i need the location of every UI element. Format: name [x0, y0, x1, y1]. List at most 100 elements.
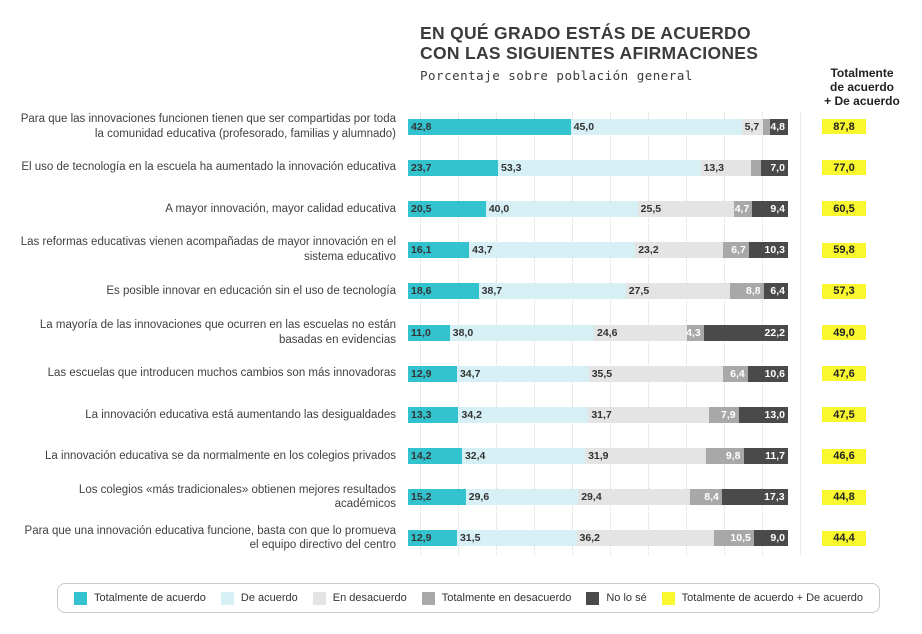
- total-badge: 49,0: [822, 325, 866, 341]
- bar-segment-4: 6,4: [723, 365, 748, 382]
- chart-row: Para que una innovación educativa funcio…: [0, 518, 922, 559]
- segment-value-label: 34,2: [461, 408, 482, 421]
- segment-value-label: 23,7: [411, 161, 432, 174]
- segment-value-label: 8,8: [746, 285, 761, 298]
- bar-segment-3: 31,7: [588, 406, 709, 423]
- segment-value-label: 53,3: [501, 161, 522, 174]
- bar-segment-1: 23,7: [408, 159, 499, 176]
- row-label: Los colegios «más tradicionales» obtiene…: [78, 483, 396, 511]
- segment-value-label: 35,5: [591, 367, 613, 380]
- legend-swatch-icon: [661, 591, 675, 605]
- legend-label: De acuerdo: [240, 592, 298, 604]
- chart-row: Es posible innovar en educación sin el u…: [0, 271, 922, 312]
- segment-value-label: 45,0: [573, 120, 595, 133]
- segment-value-label: 9,8: [725, 450, 741, 463]
- bar-segment-4: [763, 118, 770, 135]
- stacked-bar: 42,8 45,0 5,7 4,8: [408, 118, 788, 135]
- bar-segment-5: 4,8: [769, 118, 788, 135]
- bar-segment-5: 9,4: [752, 200, 788, 217]
- legend-swatch-icon: [421, 591, 435, 605]
- chart-subtitle: Porcentaje sobre población general: [420, 68, 693, 84]
- total-badge: 57,3: [822, 283, 866, 299]
- bar-segment-2: 31,5: [456, 530, 577, 547]
- legend-label: Totalmente de acuerdo: [94, 592, 206, 604]
- segment-value-label: 34,7: [459, 367, 481, 380]
- bar-segment-5: 9,0: [753, 530, 788, 547]
- segment-value-label: 17,3: [764, 491, 785, 504]
- segment-value-label: 4,8: [770, 120, 785, 133]
- total-badge: 47,6: [822, 366, 866, 382]
- bar-segment-5: 22,2: [703, 324, 788, 341]
- row-label: Es posible innovar en educación sin el u…: [106, 284, 396, 297]
- chart-row: A mayor innovación, mayor calidad educat…: [0, 188, 922, 229]
- chart-row: El uso de tecnología en la escuela ha au…: [0, 147, 922, 188]
- legend-label: Totalmente en desacuerdo: [441, 592, 572, 604]
- bar-segment-2: 29,6: [465, 489, 579, 506]
- title-line-1: EN QUÉ GRADO ESTÁS DE ACUERDO: [420, 23, 751, 43]
- bar-segment-1: 20,5: [408, 200, 486, 217]
- segment-value-label: 5,7: [744, 120, 760, 133]
- bar-segment-4: 8,4: [689, 489, 722, 506]
- stacked-bar: 20,5 40,0 25,5 4,7 9,4: [408, 200, 788, 217]
- bar-segment-4: 8,8: [730, 283, 764, 300]
- bar-segment-4: 7,9: [708, 406, 739, 423]
- segment-value-label: 14,2: [411, 450, 432, 463]
- chart-row: La mayoría de las innovaciones que ocurr…: [0, 312, 922, 353]
- segment-value-label: 40,0: [488, 202, 510, 215]
- chart-legend: Totalmente de acuerdo De acuerdo En desacu…: [57, 583, 880, 613]
- bar-segment-2: 40,0: [485, 200, 638, 217]
- bar-segment-2: 34,2: [458, 406, 589, 423]
- legend-label: No lo sé: [606, 592, 647, 604]
- segment-value-label: 24,6: [597, 326, 618, 339]
- chart-row: Las escuelas que introducen muchos cambi…: [0, 353, 922, 394]
- bar-segment-3: 36,2: [576, 530, 714, 547]
- legend-item: Totalmente de acuerdo: [74, 591, 206, 605]
- segment-value-label: 31,7: [591, 408, 612, 421]
- stacked-bar: 18,6 38,7 27,5 8,8 6,4: [408, 283, 788, 300]
- bar-segment-5: 6,4: [763, 283, 788, 300]
- segment-value-label: 18,6: [411, 285, 432, 298]
- stacked-bar: 13,3 34,2 31,7 7,9 13,0: [408, 406, 788, 423]
- stacked-bar-chart: Para que las innovaciones funcionen tien…: [0, 106, 922, 561]
- stacked-bar: 12,9 31,5 36,2 10,5 9,0: [408, 530, 788, 547]
- segment-value-label: 36,2: [579, 532, 600, 545]
- bar-segment-2: 43,7: [469, 242, 636, 259]
- row-label: Para que las innovaciones funcionen tien…: [20, 112, 396, 140]
- segment-value-label: 22,2: [764, 326, 785, 339]
- segment-value-label: 32,4: [464, 450, 486, 463]
- legend-item: Totalmente de acuerdo + De acuerdo: [661, 591, 863, 605]
- bar-segment-1: 14,2: [408, 448, 462, 465]
- bar-segment-1: 13,3: [408, 406, 459, 423]
- totals-column-header: Totalmente de acuerdo + De acuerdo: [824, 66, 900, 109]
- bar-segment-3: 27,5: [625, 283, 731, 300]
- segment-value-label: 43,7: [472, 244, 493, 257]
- row-label: La mayoría de las innovaciones que ocurr…: [39, 318, 396, 346]
- bar-segment-5: 10,3: [748, 242, 788, 259]
- stacked-bar: 15,2 29,6 29,4 8,4 17,3: [408, 489, 788, 506]
- stacked-bar: 16,1 43,7 23,2 6,7 10,3: [408, 242, 788, 259]
- chart-rows: Para que las innovaciones funcionen tien…: [0, 106, 922, 559]
- row-label: Las reformas educativas vienen acompañad…: [20, 236, 396, 264]
- segment-value-label: 13,3: [703, 161, 725, 174]
- bar-segment-4: 6,7: [723, 242, 749, 259]
- legend-swatch-icon: [586, 591, 600, 605]
- total-badge: 77,0: [822, 160, 866, 176]
- segment-value-label: 6,4: [730, 367, 745, 380]
- total-badge: 60,5: [822, 201, 866, 217]
- total-badge: 47,5: [822, 407, 866, 423]
- bar-segment-5: 17,3: [721, 489, 788, 506]
- segment-value-label: 15,2: [411, 491, 432, 504]
- chart-row: La innovación educativa se da normalment…: [0, 436, 922, 477]
- segment-value-label: 27,5: [628, 285, 650, 298]
- chart-row: Para que las innovaciones funcionen tien…: [0, 106, 922, 147]
- segment-value-label: 38,0: [452, 326, 474, 339]
- segment-value-label: 13,0: [764, 408, 785, 421]
- segment-value-label: 38,7: [481, 285, 503, 298]
- bar-segment-4: 9,8: [706, 448, 744, 465]
- bar-segment-1: 18,6: [408, 283, 479, 300]
- bar-segment-5: 11,7: [743, 448, 788, 465]
- segment-value-label: 11,7: [765, 450, 785, 463]
- bar-segment-5: 10,6: [747, 365, 788, 382]
- row-label: Para que una innovación educativa funcio…: [24, 524, 396, 552]
